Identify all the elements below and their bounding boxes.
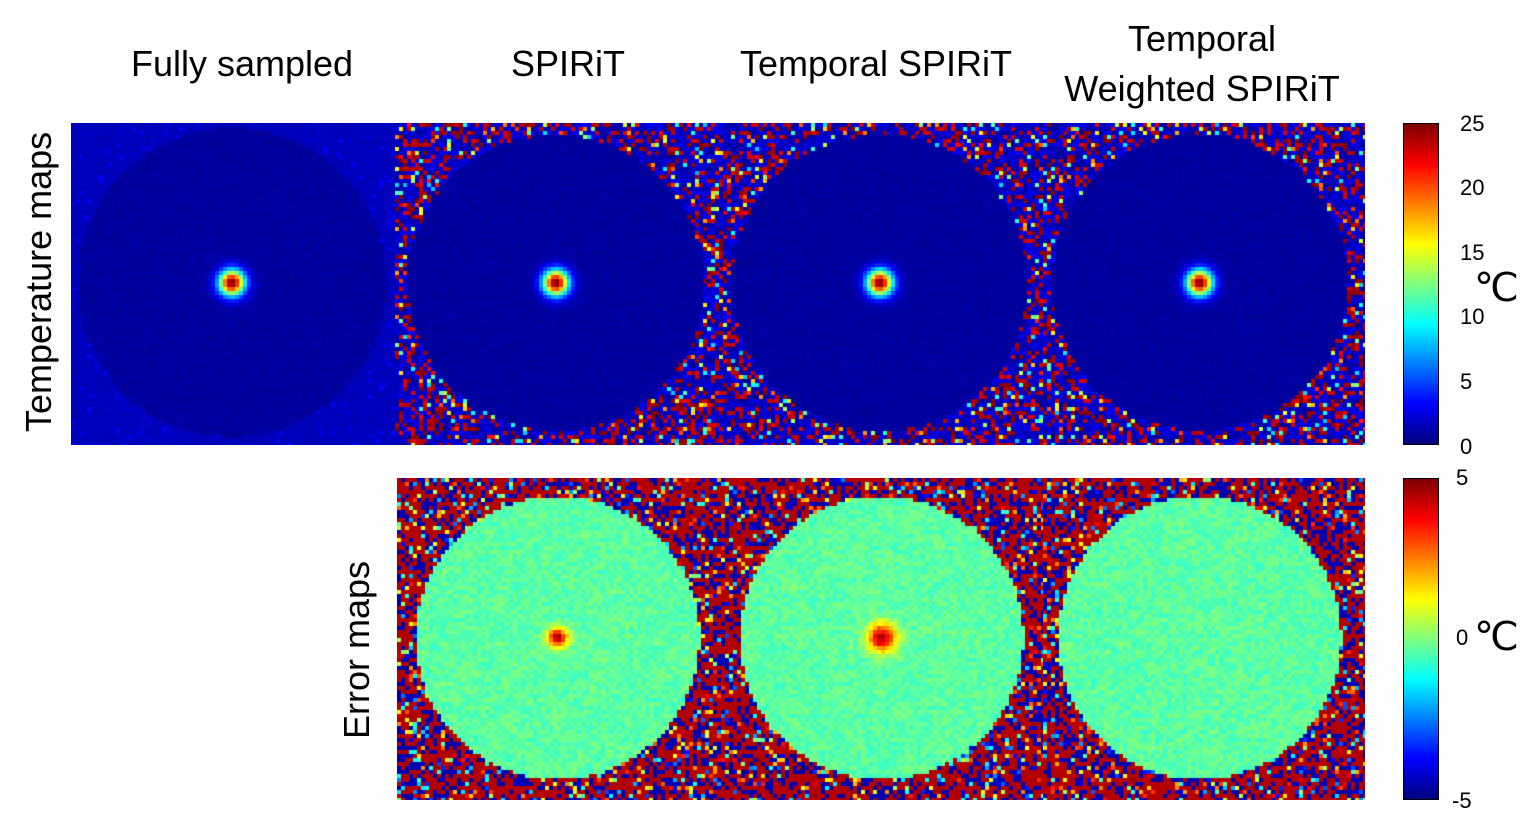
temp-tick-25: 25 — [1460, 111, 1485, 136]
column-title-temporal-weighted-spirit-line1: Temporal — [1127, 18, 1277, 59]
temp-tick-15: 15 — [1460, 240, 1485, 265]
error-map-temporal-spirit — [721, 478, 1045, 800]
err-tick-5: 5 — [1456, 465, 1469, 490]
column-title-temporal-spirit: Temporal SPIRiT — [739, 43, 1013, 84]
temp-tick-20: 20 — [1460, 175, 1485, 200]
error-colorbar — [1403, 478, 1439, 800]
temp-tick-0: 0 — [1460, 434, 1473, 459]
err-tick-minus5: -5 — [1452, 788, 1472, 813]
column-title-spirit: SPIRiT — [510, 43, 625, 84]
column-title-fully-sampled: Fully sampled — [130, 43, 354, 84]
temp-tick-5: 5 — [1460, 369, 1473, 394]
column-title-temporal-weighted-spirit-line2: Weighted SPIRiT — [1064, 68, 1340, 109]
temperature-map-temporal-spirit — [719, 123, 1043, 445]
err-tick-0: 0 — [1456, 625, 1469, 650]
temp-tick-10: 10 — [1460, 304, 1485, 329]
temperature-colorbar — [1403, 123, 1439, 445]
error-map-spirit — [397, 478, 721, 800]
row-label-temperature-maps: Temperature maps — [18, 131, 59, 432]
row-label-error-maps: Error maps — [336, 560, 377, 740]
err-unit-celsius: ℃ — [1474, 615, 1519, 659]
temperature-map-temporal-weighted-spirit — [1043, 123, 1365, 445]
temperature-map-fully-sampled — [71, 123, 395, 445]
temp-unit-celsius: ℃ — [1474, 266, 1519, 310]
error-map-temporal-weighted-spirit — [1043, 478, 1365, 800]
temperature-map-spirit — [395, 123, 719, 445]
